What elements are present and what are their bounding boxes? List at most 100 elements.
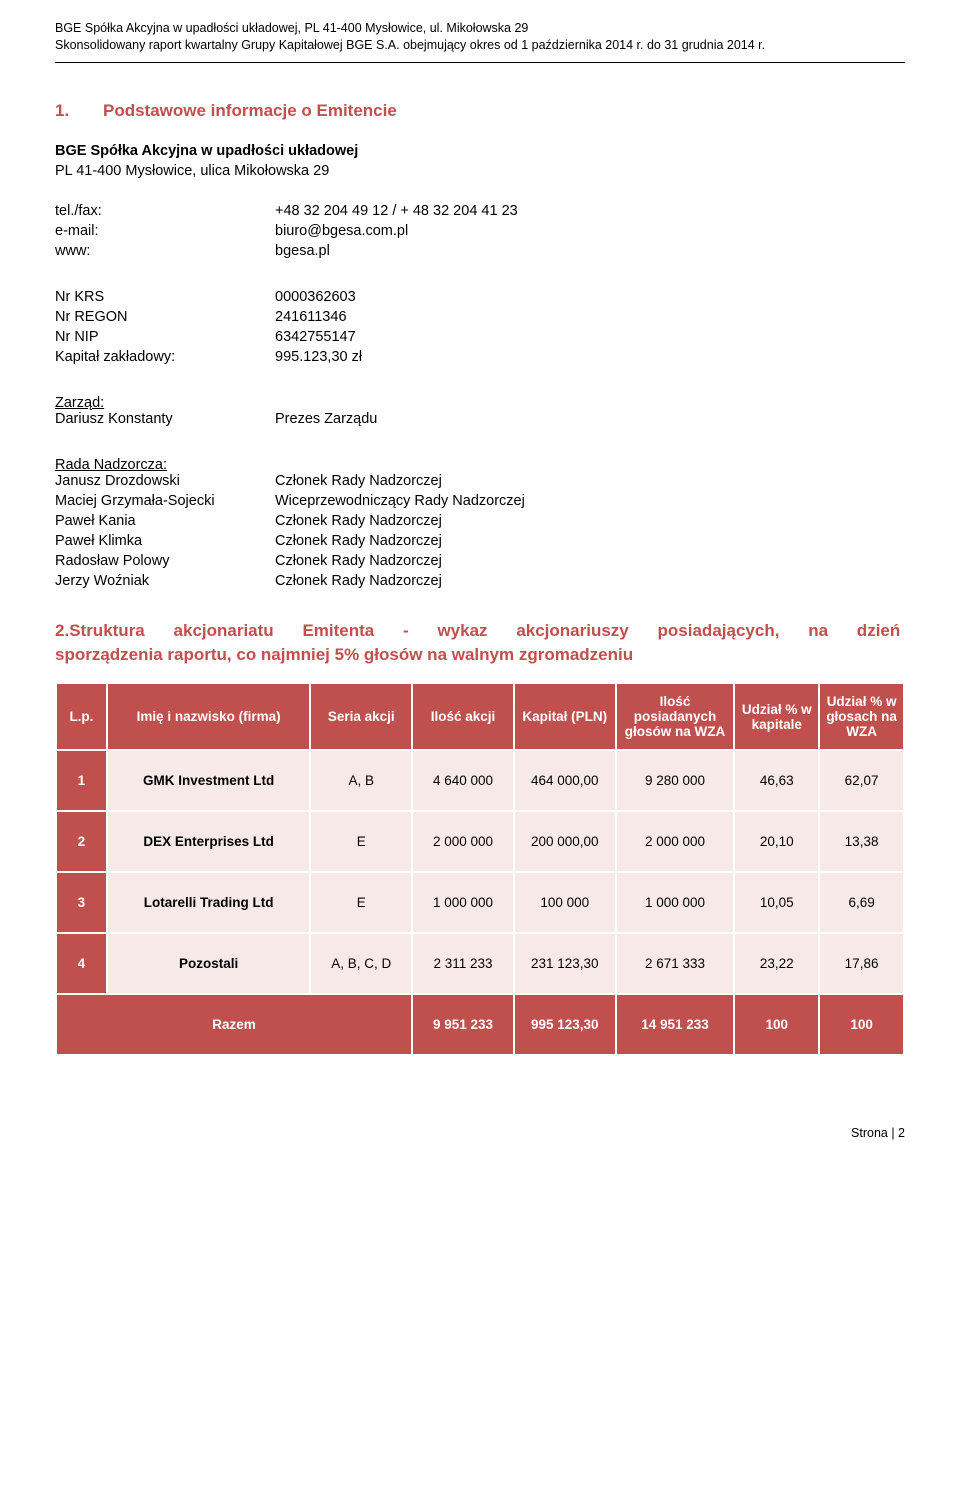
rada-label: Jerzy Woźniak — [55, 573, 275, 589]
rada-heading: Rada Nadzorcza: — [55, 457, 905, 473]
table-row: 4PozostaliA, B, C, D2 311 233231 123,302… — [56, 933, 904, 994]
registry-label: Kapitał zakładowy: — [55, 349, 275, 365]
zarzad-label: Dariusz Konstanty — [55, 411, 275, 427]
contact-value: biuro@bgesa.com.pl — [275, 223, 408, 239]
rada-row: Jerzy WoźniakCzłonek Rady Nadzorczej — [55, 573, 905, 589]
doc-header-line2: Skonsolidowany raport kwartalny Grupy Ka… — [55, 37, 905, 54]
cell-seria: E — [310, 811, 412, 872]
rada-value: Członek Rady Nadzorczej — [275, 513, 442, 529]
total-udzial_k: 100 — [734, 994, 819, 1055]
cell-udzial-k: 23,22 — [734, 933, 819, 994]
total-label: Razem — [56, 994, 412, 1055]
rada-row: Paweł KlimkaCzłonek Rady Nadzorczej — [55, 533, 905, 549]
rada-row: Paweł KaniaCzłonek Rady Nadzorczej — [55, 513, 905, 529]
rada-label: Maciej Grzymała-Sojecki — [55, 493, 275, 509]
cell-lp: 1 — [56, 750, 107, 811]
cell-udzial-k: 46,63 — [734, 750, 819, 811]
total-udzial_g: 100 — [819, 994, 904, 1055]
rada-block: Janusz DrozdowskiCzłonek Rady Nadzorczej… — [55, 473, 905, 589]
doc-header: BGE Spółka Akcyjna w upadłości układowej… — [55, 20, 905, 54]
cell-name: DEX Enterprises Ltd — [107, 811, 311, 872]
rada-label: Paweł Kania — [55, 513, 275, 529]
registry-row: Kapitał zakładowy:995.123,30 zł — [55, 349, 905, 365]
cell-lp: 2 — [56, 811, 107, 872]
zarzad-block: Dariusz KonstantyPrezes Zarządu — [55, 411, 905, 427]
total-ilosc: 9 951 233 — [412, 994, 514, 1055]
contact-row: e-mail:biuro@bgesa.com.pl — [55, 223, 905, 239]
cell-glosy: 2 671 333 — [616, 933, 735, 994]
cell-udzial-k: 20,10 — [734, 811, 819, 872]
cell-name: GMK Investment Ltd — [107, 750, 311, 811]
cell-glosy: 1 000 000 — [616, 872, 735, 933]
zarzad-heading: Zarząd: — [55, 395, 905, 411]
section2-title-line1: Struktura akcjonariatu Emitenta - wykaz … — [69, 621, 900, 640]
cell-name: Lotarelli Trading Ltd — [107, 872, 311, 933]
cell-seria: A, B — [310, 750, 412, 811]
rada-row: Radosław PolowyCzłonek Rady Nadzorczej — [55, 553, 905, 569]
col-udzial-k: Udział % w kapitale — [734, 683, 819, 750]
rada-value: Członek Rady Nadzorczej — [275, 533, 442, 549]
rada-row: Janusz DrozdowskiCzłonek Rady Nadzorczej — [55, 473, 905, 489]
total-glosy: 14 951 233 — [616, 994, 735, 1055]
company-address: PL 41-400 Mysłowice, ulica Mikołowska 29 — [55, 163, 905, 179]
rada-value: Wiceprzewodniczący Rady Nadzorczej — [275, 493, 525, 509]
table-total-row: Razem9 951 233995 123,3014 951 233100100 — [56, 994, 904, 1055]
cell-udzial-k: 10,05 — [734, 872, 819, 933]
section1-title: 1.Podstawowe informacje o Emitencie — [55, 101, 905, 121]
registry-label: Nr REGON — [55, 309, 275, 325]
contact-row: www:bgesa.pl — [55, 243, 905, 259]
registry-value: 0000362603 — [275, 289, 356, 305]
cell-glosy: 2 000 000 — [616, 811, 735, 872]
contact-value: bgesa.pl — [275, 243, 330, 259]
cell-udzial-g: 13,38 — [819, 811, 904, 872]
section2-title-line2: sporządzenia raportu, co najmniej 5% gło… — [55, 643, 905, 668]
total-kapital: 995 123,30 — [514, 994, 616, 1055]
registry-row: Nr REGON241611346 — [55, 309, 905, 325]
rada-label: Janusz Drozdowski — [55, 473, 275, 489]
table-row: 3Lotarelli Trading LtdE1 000 000100 0001… — [56, 872, 904, 933]
col-glosy: Ilość posiadanych głosów na WZA — [616, 683, 735, 750]
col-name: Imię i nazwisko (firma) — [107, 683, 311, 750]
table-header-row: L.p. Imię i nazwisko (firma) Seria akcji… — [56, 683, 904, 750]
cell-kapital: 200 000,00 — [514, 811, 616, 872]
cell-udzial-g: 17,86 — [819, 933, 904, 994]
doc-header-line1: BGE Spółka Akcyjna w upadłości układowej… — [55, 20, 905, 37]
contact-block: tel./fax:+48 32 204 49 12 / + 48 32 204 … — [55, 203, 905, 259]
header-rule — [55, 62, 905, 63]
cell-ilosc: 1 000 000 — [412, 872, 514, 933]
cell-kapital: 231 123,30 — [514, 933, 616, 994]
zarzad-value: Prezes Zarządu — [275, 411, 377, 427]
rada-label: Radosław Polowy — [55, 553, 275, 569]
contact-label: www: — [55, 243, 275, 259]
table-row: 2DEX Enterprises LtdE 2 000 000200 000,00… — [56, 811, 904, 872]
cell-kapital: 464 000,00 — [514, 750, 616, 811]
registry-row: Nr NIP6342755147 — [55, 329, 905, 345]
cell-kapital: 100 000 — [514, 872, 616, 933]
registry-value: 6342755147 — [275, 329, 356, 345]
rada-value: Członek Rady Nadzorczej — [275, 573, 442, 589]
table-row: 1GMK Investment LtdA, B4 640 000464 000,… — [56, 750, 904, 811]
section1-title-text: Podstawowe informacje o Emitencie — [103, 101, 397, 120]
col-seria: Seria akcji — [310, 683, 412, 750]
registry-label: Nr NIP — [55, 329, 275, 345]
cell-seria: E — [310, 872, 412, 933]
cell-udzial-g: 62,07 — [819, 750, 904, 811]
col-kapital: Kapitał (PLN) — [514, 683, 616, 750]
rada-value: Członek Rady Nadzorczej — [275, 553, 442, 569]
rada-value: Członek Rady Nadzorczej — [275, 473, 442, 489]
rada-label: Paweł Klimka — [55, 533, 275, 549]
company-name: BGE Spółka Akcyjna w upadłości układowej — [55, 143, 905, 159]
cell-seria: A, B, C, D — [310, 933, 412, 994]
rada-row: Maciej Grzymała-SojeckiWiceprzewodnicząc… — [55, 493, 905, 509]
registry-value: 995.123,30 zł — [275, 349, 362, 365]
section2-title: 2.Struktura akcjonariatu Emitenta - wyka… — [55, 619, 905, 668]
col-udzial-g: Udział % w głosach na WZA — [819, 683, 904, 750]
cell-ilosc: 2 311 233 — [412, 933, 514, 994]
registry-block: Nr KRS0000362603Nr REGON241611346Nr NIP6… — [55, 289, 905, 365]
col-lp: L.p. — [56, 683, 107, 750]
col-ilosc: Ilość akcji — [412, 683, 514, 750]
cell-lp: 4 — [56, 933, 107, 994]
contact-value: +48 32 204 49 12 / + 48 32 204 41 23 — [275, 203, 518, 219]
cell-name: Pozostali — [107, 933, 311, 994]
shareholders-table: L.p. Imię i nazwisko (firma) Seria akcji… — [55, 682, 905, 1056]
